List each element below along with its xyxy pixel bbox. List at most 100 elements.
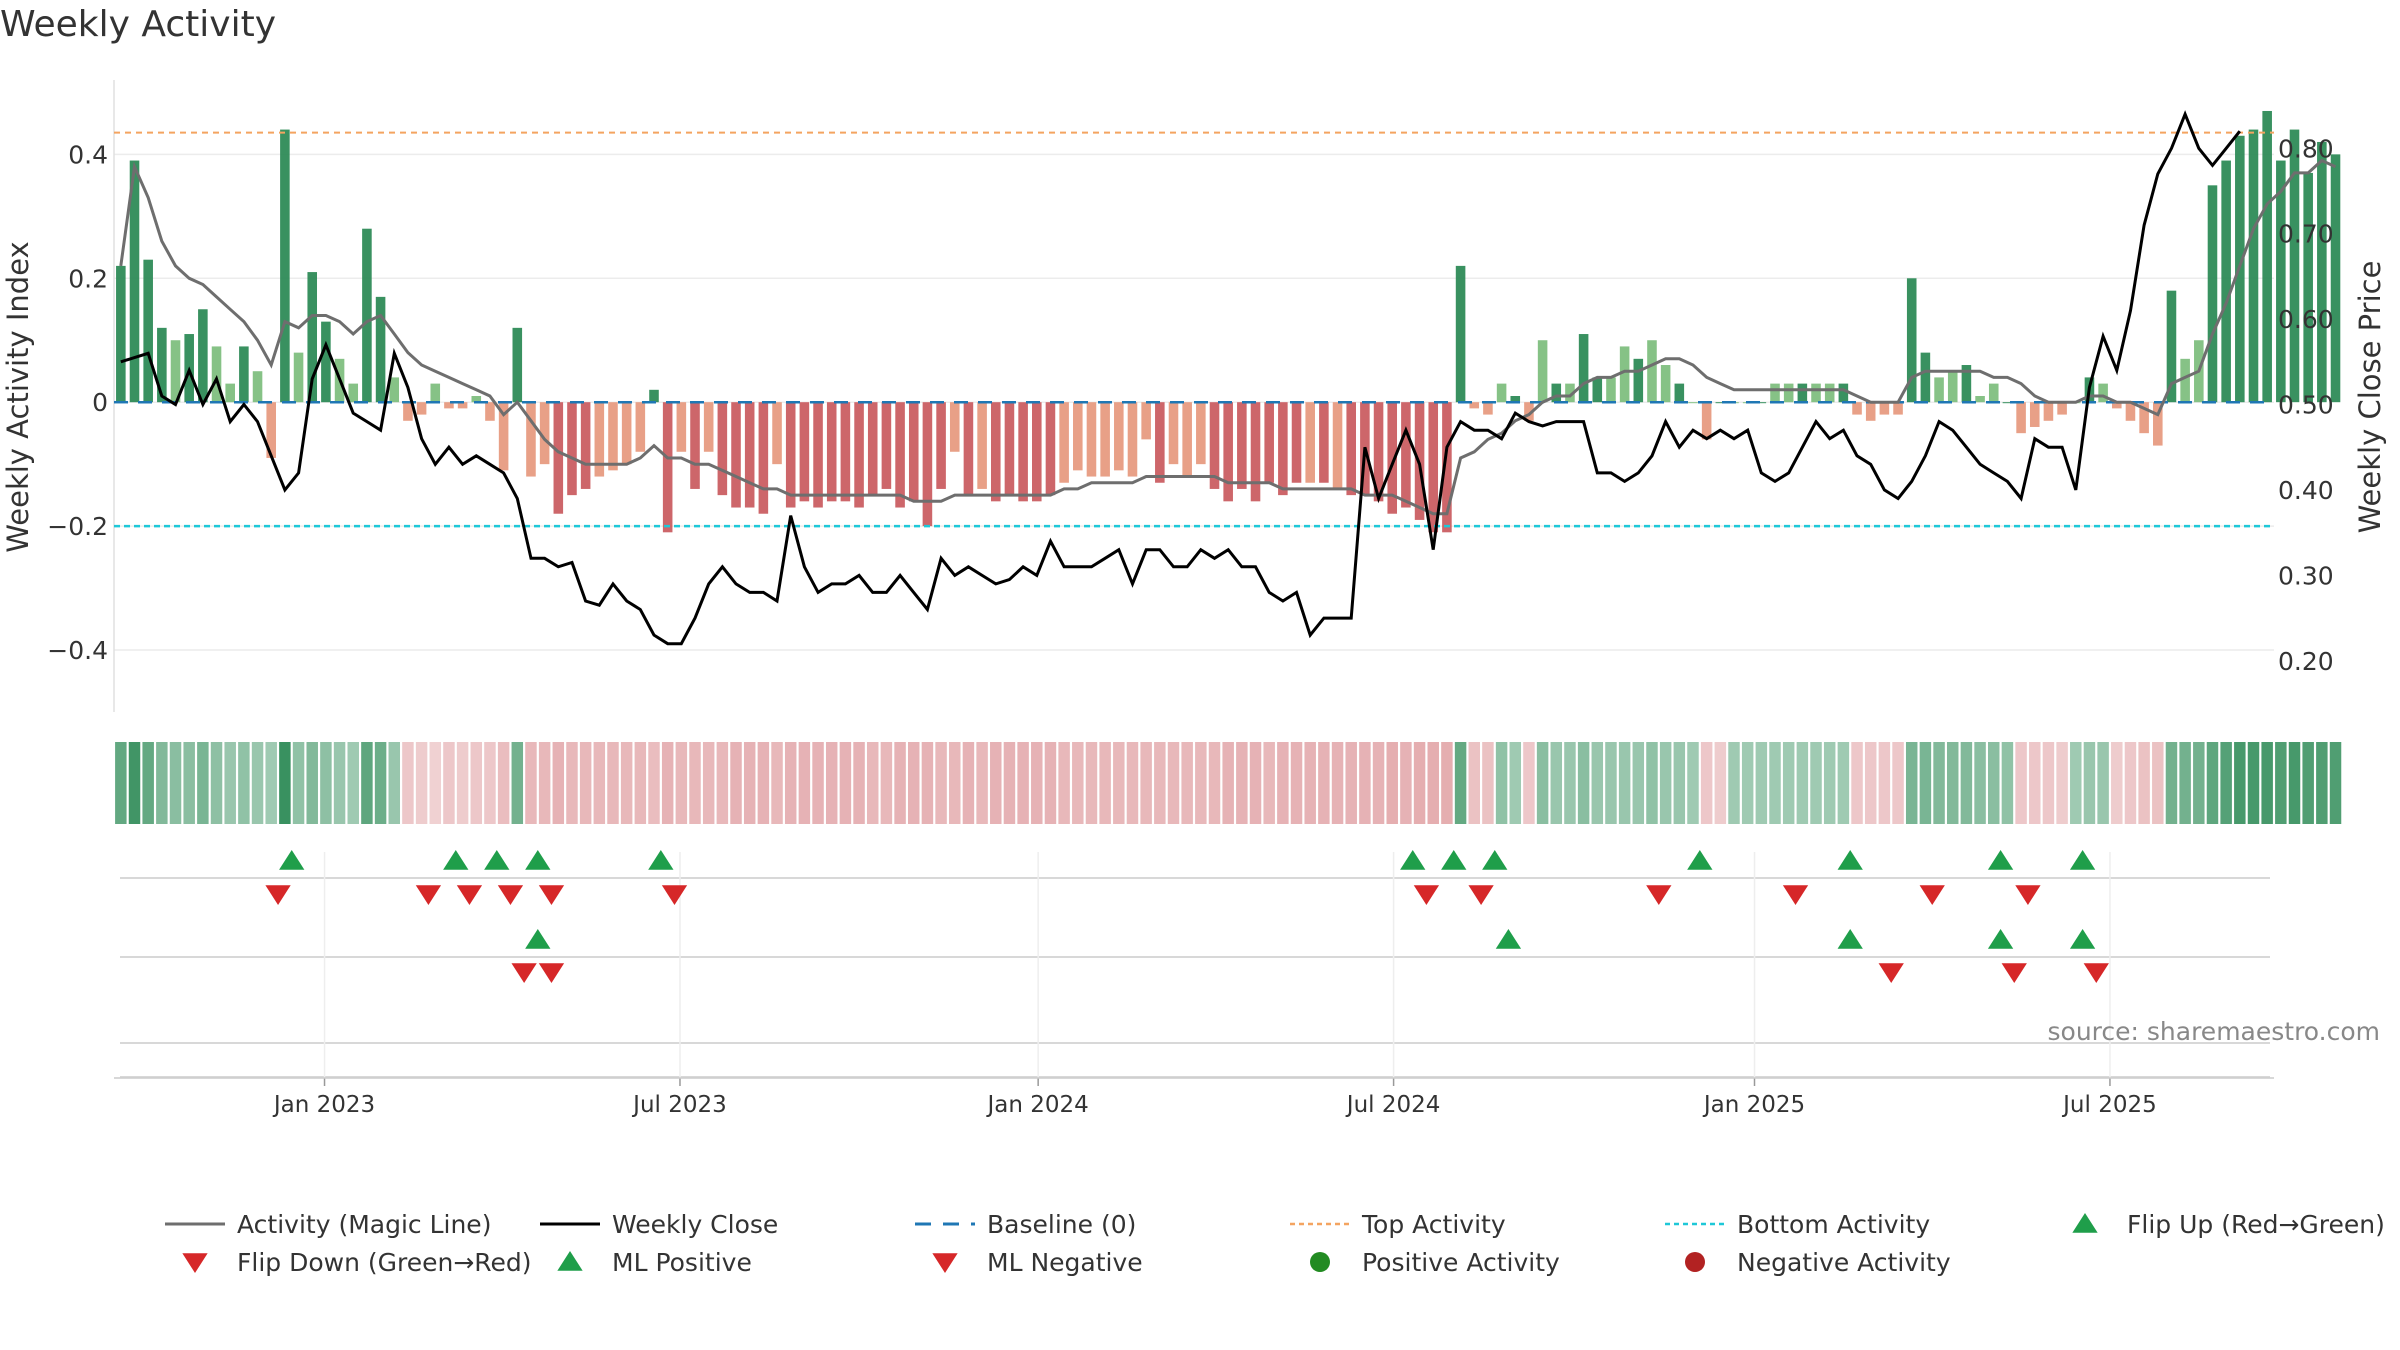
activity-bar xyxy=(2303,172,2313,403)
x-tick-label: Jul 2024 xyxy=(1345,1092,1441,1118)
legend-label: Activity (Magic Line) xyxy=(237,1210,491,1239)
heat-strip-cell xyxy=(661,742,674,824)
heat-strip-cell xyxy=(1919,742,1932,824)
activity-bar xyxy=(895,402,905,508)
heat-strip-cell xyxy=(1892,742,1904,824)
heat-strip-cell xyxy=(347,742,359,824)
heat-strip-cell xyxy=(183,742,195,824)
activity-bar xyxy=(1865,402,1876,421)
heat-strip-cell xyxy=(1359,742,1371,824)
heat-strip-cell xyxy=(1741,742,1754,824)
activity-bar xyxy=(553,402,564,514)
heat-strip-cell xyxy=(1167,742,1180,824)
heat-strip-cell xyxy=(1769,742,1781,824)
activity-bar xyxy=(594,402,605,477)
heat-strip-cell xyxy=(607,742,619,824)
y2-tick-label: 0.50 xyxy=(2278,391,2334,420)
heat-strip-cell xyxy=(2329,742,2342,824)
y2-tick-label: 0.80 xyxy=(2278,134,2334,163)
legend-swatch-up-triangle xyxy=(557,1251,583,1271)
heat-strip-cell xyxy=(169,742,182,824)
heat-strip-cell xyxy=(1878,742,1891,824)
heat-strip-cell xyxy=(866,742,879,824)
heat-strip-cell xyxy=(2111,742,2123,824)
heat-strip-cell xyxy=(689,742,701,824)
heat-strip-cell xyxy=(1072,742,1084,824)
heat-strip-cell xyxy=(908,742,920,824)
heat-strip-cell xyxy=(1933,742,1945,824)
activity-bar xyxy=(2057,402,2067,415)
flip-down-marker xyxy=(415,885,442,905)
heat-strip-cell xyxy=(620,742,633,824)
activity-bar xyxy=(2180,358,2190,403)
heat-strip-cell xyxy=(470,742,483,824)
activity-bar xyxy=(362,228,372,403)
activity-bar xyxy=(307,272,318,403)
heat-strip-cell xyxy=(1249,742,1262,824)
activity-bar xyxy=(580,402,591,489)
activity-bar xyxy=(676,402,687,452)
heat-strip-cell xyxy=(1345,742,1357,824)
activity-bar xyxy=(457,402,468,409)
heat-strip-cell xyxy=(128,742,141,824)
flip-down-marker xyxy=(456,885,483,905)
legend-label: Weekly Close xyxy=(612,1210,778,1239)
heat-strip-cell xyxy=(1099,742,1111,824)
left-y-ticks: 0.4 0.2 0 −0.2 −0.4 xyxy=(47,140,108,665)
heat-strip-cell xyxy=(156,742,168,824)
y2-axis-label: Weekly Close Price xyxy=(2353,261,2387,534)
heat-strip-cell xyxy=(1960,742,1973,824)
activity-heat-strip xyxy=(115,742,2342,824)
flip-down-marker xyxy=(265,885,291,905)
activity-bar xyxy=(635,402,646,452)
activity-bar xyxy=(1947,371,1958,403)
activity-bar xyxy=(785,402,796,508)
heat-strip-cell xyxy=(333,742,346,824)
heat-strip-cell xyxy=(1003,742,1016,824)
activity-bar xyxy=(1114,402,1124,471)
activity-bar xyxy=(1510,396,1521,403)
heat-strip-cell xyxy=(1591,742,1604,824)
activity-bar xyxy=(1537,340,1548,403)
heat-strip-cell xyxy=(1728,742,1740,824)
activity-bar xyxy=(1401,402,1411,508)
activity-bar xyxy=(1783,383,1794,403)
activity-bar xyxy=(471,396,482,403)
activity-bar xyxy=(1237,402,1247,489)
heat-strip-cell xyxy=(1851,742,1863,824)
activity-bar xyxy=(1086,402,1097,477)
heat-strip-cell xyxy=(990,742,1002,824)
activity-bar xyxy=(1428,402,1439,533)
heat-strip-cell xyxy=(1208,742,1221,824)
heat-strip-cell xyxy=(2302,742,2314,824)
heat-strip-cell xyxy=(1659,742,1672,824)
activity-bar xyxy=(2262,110,2272,403)
heat-strip-cell xyxy=(1673,742,1686,824)
legend-swatch-circle xyxy=(1685,1252,1705,1272)
flip-down-marker xyxy=(1646,885,1672,905)
flip-up-marker xyxy=(443,850,469,870)
heat-strip-cell xyxy=(1605,742,1617,824)
main-panel: 0.40.20−0.2−0.4 0.800.700.600.500.400.30… xyxy=(1,80,2387,712)
activity-bar xyxy=(1127,402,1138,477)
activity-bar xyxy=(157,327,167,403)
activity-bar xyxy=(430,383,441,403)
x-tick-label: Jan 2024 xyxy=(985,1092,1088,1118)
flip-up-marker xyxy=(525,850,551,870)
activity-bar xyxy=(1387,402,1398,514)
heat-strip-cell xyxy=(2056,742,2068,824)
heat-strip-cell xyxy=(921,742,934,824)
source-credit: source: sharemaestro.com xyxy=(2048,1017,2381,1046)
heat-strip-cell xyxy=(853,742,865,824)
legend-swatch-down-triangle xyxy=(932,1253,958,1273)
heat-strip-cell xyxy=(484,742,496,824)
activity-bar xyxy=(1770,383,1780,403)
heat-strip-cell xyxy=(2029,742,2041,824)
y-tick-label: 0.4 xyxy=(68,140,108,169)
heat-strip-cell xyxy=(525,742,537,824)
heat-strip-cell xyxy=(224,742,236,824)
activity-bar xyxy=(252,371,263,403)
heat-strip-cell xyxy=(593,742,606,824)
flip-up-marker xyxy=(1482,850,1508,870)
activity-bar xyxy=(731,402,741,508)
